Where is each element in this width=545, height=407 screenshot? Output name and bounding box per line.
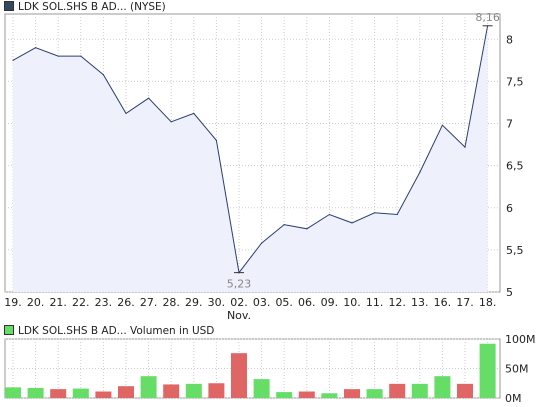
volume-bar xyxy=(411,383,428,398)
x-tick-label: 06. xyxy=(298,296,316,309)
volume-bar xyxy=(298,391,315,398)
price-y-tick-label: 5 xyxy=(506,286,513,299)
price-point xyxy=(374,212,376,214)
x-tick-label: 09. xyxy=(321,296,339,309)
price-point xyxy=(441,124,443,126)
price-point xyxy=(306,228,308,230)
volume-bar xyxy=(457,383,473,398)
volume-y-tick-label: 100M xyxy=(505,333,536,346)
price-point xyxy=(328,213,330,216)
price-legend-swatch xyxy=(4,1,14,11)
price-y-tick-label: 5,5 xyxy=(506,244,524,257)
price-point xyxy=(464,146,466,148)
volume-bar xyxy=(163,384,180,398)
price-y-tick-label: 7,5 xyxy=(506,75,524,88)
price-chart: 5 5,5 6 6,5 7 7,5 8 19. 20. 21. 22. 23. 26. 27. 28. 29.… xyxy=(4,11,524,322)
x-tick-label: 13. xyxy=(411,296,429,309)
volume-bar xyxy=(185,383,202,398)
x-month-label: Nov. xyxy=(227,309,251,322)
volume-bar xyxy=(118,386,134,398)
x-tick-label: 03. xyxy=(253,296,271,309)
x-tick-label: 02. xyxy=(230,296,248,309)
price-line xyxy=(12,25,489,274)
x-tick-label: 10. xyxy=(343,296,361,309)
volume-chart: 0M 50M 100M xyxy=(4,333,536,405)
volume-y-tick-label: 0M xyxy=(505,392,522,405)
volume-y-tick-label: 50M xyxy=(505,363,529,376)
price-legend-label: LDK SOL.SHS B AD... (NYSE) xyxy=(18,1,166,13)
x-tick-label: 30. xyxy=(208,296,226,309)
x-tick-label: 18. xyxy=(479,296,497,309)
volume-bar xyxy=(72,388,89,398)
extreme-label: 5,23 xyxy=(227,278,252,291)
price-point xyxy=(419,171,421,173)
volume-bar xyxy=(344,389,360,398)
x-tick-label: 11. xyxy=(366,296,384,309)
x-tick-label: 12. xyxy=(388,296,406,309)
price-point xyxy=(57,55,59,57)
volume-bar xyxy=(253,379,270,398)
price-point xyxy=(148,97,150,99)
volume-bar xyxy=(140,376,157,398)
price-legend: LDK SOL.SHS B AD... (NYSE) xyxy=(4,1,166,15)
x-tick-label: 19. xyxy=(4,296,22,309)
price-point xyxy=(283,224,285,226)
x-tick-label: 22. xyxy=(72,296,90,309)
price-point xyxy=(102,74,104,76)
price-y-tick-label: 7 xyxy=(506,118,513,131)
price-point xyxy=(396,213,398,216)
price-point xyxy=(193,112,195,115)
price-point xyxy=(215,139,217,141)
volume-bar xyxy=(434,376,451,398)
volume-bar xyxy=(5,387,21,398)
volume-bar xyxy=(276,392,293,398)
price-point xyxy=(170,121,172,123)
volume-legend: LDK SOL.SHS B AD... Volumen in USD xyxy=(4,325,214,339)
volume-bar xyxy=(231,353,247,398)
x-tick-label: 20. xyxy=(27,296,45,309)
price-point xyxy=(12,59,14,61)
volume-bar xyxy=(27,387,44,398)
price-area-fill xyxy=(13,25,488,293)
x-tick-label: 26. xyxy=(117,296,135,309)
volume-bar xyxy=(95,391,112,398)
volume-bar xyxy=(479,343,496,398)
price-y-tick-label: 6 xyxy=(506,202,513,215)
x-tick-label: 28. xyxy=(162,296,180,309)
x-tick-label: 16. xyxy=(434,296,452,309)
price-y-tick-label: 6,5 xyxy=(506,160,524,173)
price-point xyxy=(351,222,353,224)
x-tick-label: 29. xyxy=(185,296,203,309)
volume-bar xyxy=(321,393,338,398)
volume-bar xyxy=(208,383,225,398)
volume-legend-swatch xyxy=(4,325,14,335)
extreme-label: 8,16 xyxy=(475,11,500,24)
volume-bar xyxy=(50,389,67,398)
x-tick-label: 17. xyxy=(456,296,474,309)
price-point xyxy=(80,55,82,57)
volume-bar xyxy=(389,383,406,398)
volume-legend-label: LDK SOL.SHS B AD... Volumen in USD xyxy=(18,325,215,337)
volume-bar xyxy=(366,389,383,398)
x-tick-label: 21. xyxy=(49,296,67,309)
price-y-tick-label: 8 xyxy=(506,33,513,46)
price-point xyxy=(35,47,37,49)
x-tick-label: 05. xyxy=(275,296,293,309)
x-tick-label: 23. xyxy=(95,296,113,309)
price-point xyxy=(261,242,263,244)
x-tick-label: 27. xyxy=(140,296,158,309)
price-point xyxy=(125,112,127,115)
